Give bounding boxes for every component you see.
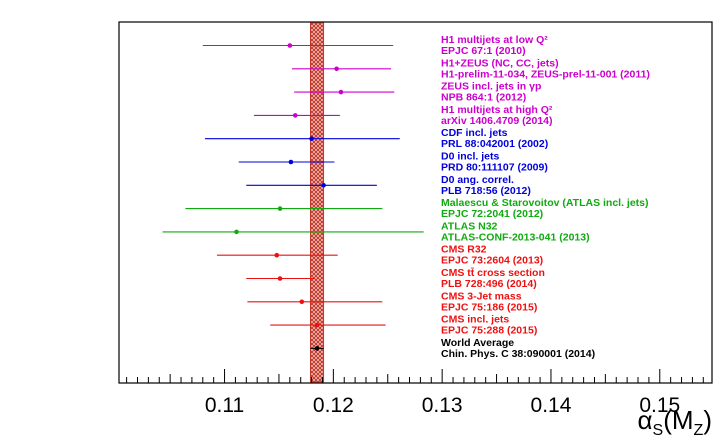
data-point (309, 136, 314, 141)
data-point (288, 159, 294, 165)
label-reference: EPJC 67:1 (2010) (441, 45, 526, 57)
label-reference: EPJC 73:2604 (2013) (441, 255, 543, 267)
world-average-band-layer (310, 22, 325, 383)
measurement-4 (204, 136, 400, 141)
tick-label: 0.12 (313, 394, 354, 417)
label-title: D0 incl. jets (441, 151, 500, 163)
label-reference: PRD 80:111107 (2009) (441, 162, 548, 174)
data-point (314, 322, 320, 328)
label-reference: PLB 728:496 (2014) (441, 278, 537, 290)
label-reference: arXiv 1406.4709 (2014) (441, 115, 553, 127)
label-title: ATLAS N32 (441, 220, 498, 232)
measurement-8 (162, 229, 424, 235)
label-title: CMS 3-Jet mass (441, 290, 522, 302)
data-point (338, 89, 344, 95)
label-reference: H1-prelim-11-034, ZEUS-prel-11-001 (2011… (441, 68, 650, 80)
measurement-13 (310, 346, 324, 351)
label-title: CMS R32 (441, 244, 487, 256)
world-average-band (310, 22, 325, 383)
measurement-11 (247, 299, 383, 305)
label-title: H1 multijets at low Q² (441, 34, 548, 46)
label-title: D0 ang. correl. (441, 174, 514, 186)
label-title: H1+ZEUS (NC, CC, jets) (441, 57, 559, 69)
label-title: ZEUS incl. jets in γp (441, 81, 541, 93)
label-title: World Average (441, 337, 514, 349)
data-point (277, 206, 283, 211)
data-point (277, 276, 283, 281)
label-reference: ATLAS-CONF-2013-041 (2013) (441, 231, 590, 243)
label-reference: PLB 718:56 (2012) (441, 185, 531, 197)
label-reference: EPJC 72:2041 (2012) (441, 208, 543, 220)
measurement-7 (185, 206, 383, 211)
measurement-1 (292, 66, 392, 72)
data-point (234, 229, 239, 235)
tick-label: 0.15 (639, 394, 680, 417)
measurement-10 (246, 276, 315, 281)
tick-label: 0.13 (422, 394, 463, 417)
measurement-9 (216, 252, 338, 258)
label-reference: NPB 864:1 (2012) (441, 92, 526, 104)
x-axis-title: αS(MZ) (638, 405, 712, 439)
label-title: CDF incl. jets (441, 127, 508, 139)
data-point (334, 66, 339, 72)
plot-frame (118, 21, 713, 384)
label-title: CMS tt̄ cross section (441, 267, 545, 279)
measurement-0 (202, 43, 394, 48)
data-point (287, 43, 293, 48)
tick-label: 0.14 (531, 394, 572, 417)
label-title: Malaescu & Starovoitov (ATLAS incl. jets… (441, 197, 649, 209)
measurement-6 (246, 183, 377, 188)
data-point (292, 113, 298, 118)
label-reference: PRL 88:042001 (2002) (441, 138, 548, 150)
measurement-12 (270, 322, 386, 328)
data-point (314, 346, 320, 351)
label-title: CMS incl. jets (441, 314, 509, 326)
label-reference: EPJC 75:186 (2015) (441, 301, 537, 313)
measurement-5 (238, 159, 335, 165)
label-reference: Chin. Phys. C 38:090001 (2014) (441, 348, 595, 360)
x-axis-ticks: 0.11 0.12 0.13 0.14 0.15 (126, 369, 704, 417)
label-title: H1 multijets at high Q² (441, 104, 553, 116)
tick-label: 0.11 (205, 394, 244, 417)
data-point (321, 183, 326, 188)
measurement-2 (294, 89, 395, 95)
data-point (299, 299, 305, 305)
label-reference: EPJC 75:288 (2015) (441, 325, 537, 337)
measurements-layer (162, 43, 424, 351)
data-point (274, 252, 280, 258)
measurement-3 (253, 113, 340, 118)
